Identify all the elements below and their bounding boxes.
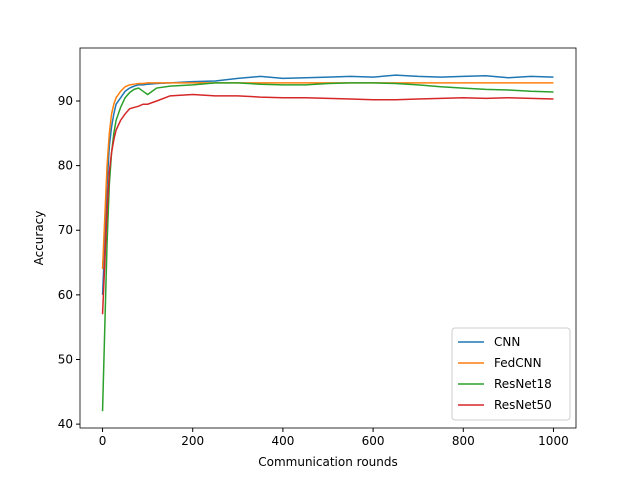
x-tick-label: 200: [181, 434, 204, 448]
series-line: [101, 82, 554, 270]
series-line: [101, 74, 554, 295]
y-tick-label: 50: [58, 352, 73, 366]
legend-label: FedCNN: [494, 356, 542, 370]
plot-frame: [79, 47, 577, 429]
legend-box: [451, 327, 571, 421]
legend-label: CNN: [494, 335, 520, 349]
y-axis-label: Accuracy: [32, 211, 46, 266]
x-tick-label: 800: [452, 434, 475, 448]
y-tick-label: 80: [58, 159, 73, 173]
x-axis-label: Communication rounds: [258, 455, 398, 469]
legend-label: ResNet50: [494, 398, 552, 412]
y-tick-label: 90: [58, 94, 73, 108]
x-tick-label: 1000: [538, 434, 569, 448]
x-tick-label: 0: [99, 434, 107, 448]
series-line: [101, 82, 554, 412]
y-tick-label: 40: [58, 417, 73, 431]
y-tick-label: 60: [58, 288, 73, 302]
x-tick-label: 400: [271, 434, 294, 448]
x-tick-label: 600: [362, 434, 385, 448]
y-tick-label: 70: [58, 223, 73, 237]
legend-label: ResNet18: [494, 377, 552, 391]
series-line: [101, 93, 554, 315]
